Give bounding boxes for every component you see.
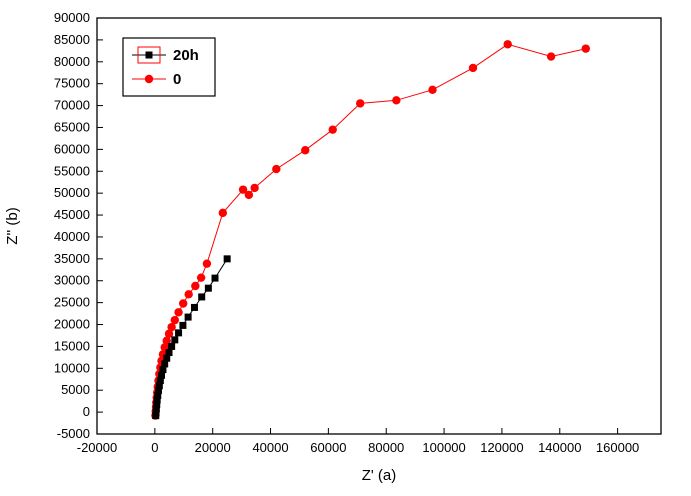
data-point-square (190, 303, 198, 311)
data-point-square (171, 336, 179, 344)
series-20h (152, 255, 231, 420)
legend-symbol-outline (137, 46, 161, 64)
data-point-square (163, 354, 171, 362)
y-tick-label: 0 (83, 404, 90, 419)
x-tick-label: 60000 (310, 440, 346, 455)
data-point-square (198, 293, 206, 301)
legend-symbol-circle (144, 74, 154, 84)
legend-symbol-square (145, 51, 153, 59)
y-tick-label: 25000 (54, 295, 90, 310)
data-point-circle (468, 63, 478, 73)
data-point-square (154, 387, 162, 395)
plot-frame (96, 17, 662, 435)
y-tick-label: 10000 (54, 360, 90, 375)
y-tick-label: 60000 (54, 141, 90, 156)
x-tick-label: 160000 (596, 440, 639, 455)
data-point-square (153, 396, 161, 404)
legend-label-0: 0 (173, 71, 181, 88)
data-point-circle (184, 290, 193, 299)
y-axis-title: Z'' (b) (4, 207, 21, 244)
x-tick-label: -20000 (77, 440, 117, 455)
data-point-circle (174, 308, 183, 317)
data-point-circle (301, 146, 310, 155)
x-axis-title: Z' (a) (362, 467, 397, 484)
x-tick-label: 80000 (368, 440, 404, 455)
data-point-circle (392, 96, 401, 105)
series-0 (151, 40, 590, 420)
data-point-square (175, 329, 183, 337)
data-point-square (152, 404, 160, 412)
data-point-circle (164, 329, 174, 338)
data-point-square (152, 412, 160, 420)
x-tick-label: 20000 (195, 440, 231, 455)
data-point-circle (356, 99, 365, 108)
data-point-circle (218, 208, 228, 218)
data-point-square (204, 284, 212, 292)
y-tick-label: -5000 (57, 426, 90, 441)
data-point-circle (250, 183, 259, 193)
data-point-circle (167, 322, 176, 332)
data-point-circle (503, 40, 512, 49)
data-point-circle (272, 164, 281, 174)
data-point-circle (162, 336, 171, 345)
y-tick-label: 85000 (54, 32, 90, 47)
y-tick-label: 20000 (54, 317, 90, 332)
x-tick-label: 100000 (422, 440, 465, 455)
data-point-square (157, 371, 165, 379)
data-point-square (223, 255, 231, 263)
x-tick-label: 140000 (538, 440, 581, 455)
data-point-circle (178, 299, 188, 308)
data-point-square (165, 349, 173, 357)
y-tick-label: 35000 (54, 251, 90, 266)
data-point-square (155, 382, 163, 390)
y-tick-label: 80000 (54, 54, 90, 69)
data-point-square (211, 274, 219, 282)
data-point-square (184, 313, 192, 321)
data-point-circle (244, 190, 254, 200)
x-tick-label: 40000 (252, 440, 288, 455)
data-point-circle (202, 259, 212, 268)
x-tick-label: 0 (151, 440, 158, 455)
legend-label-20h: 20h (173, 47, 199, 64)
data-point-square (159, 366, 167, 374)
data-point-square (156, 377, 164, 385)
y-tick-label: 75000 (54, 76, 90, 91)
y-tick-label: 5000 (61, 382, 90, 397)
y-tick-label: 45000 (54, 207, 90, 222)
data-point-circle (170, 315, 180, 325)
y-tick-label: 50000 (54, 185, 90, 200)
data-point-square (179, 321, 187, 329)
y-tick-label: 55000 (54, 163, 90, 178)
data-point-circle (196, 273, 206, 282)
y-tick-label: 70000 (54, 98, 90, 113)
legend-box (122, 37, 216, 97)
y-tick-label: 30000 (54, 273, 90, 288)
y-tick-label: 40000 (54, 229, 90, 244)
data-point-square (152, 408, 160, 416)
y-tick-label: 65000 (54, 119, 90, 134)
data-point-circle (191, 281, 200, 291)
x-tick-label: 120000 (480, 440, 523, 455)
data-point-square (153, 400, 161, 408)
data-point-square (161, 360, 169, 368)
y-tick-label: 15000 (54, 338, 90, 353)
data-point-circle (581, 44, 590, 53)
data-point-square (154, 391, 162, 399)
data-point-circle (428, 85, 437, 95)
data-point-circle (328, 125, 337, 134)
data-point-circle (238, 185, 248, 194)
data-point-circle (546, 52, 556, 61)
series-line-0 (154, 43, 586, 416)
y-tick-label: 90000 (54, 10, 90, 25)
data-point-square (168, 342, 176, 350)
